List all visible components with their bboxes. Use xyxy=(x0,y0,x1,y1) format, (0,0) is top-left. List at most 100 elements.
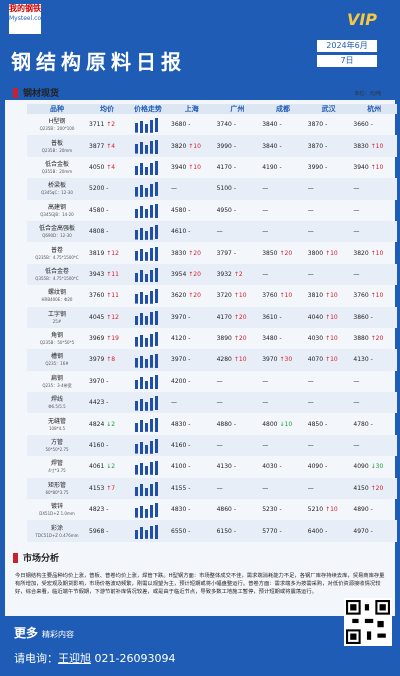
price-cell: 3943 ↑11 xyxy=(87,263,127,286)
price: 3970 xyxy=(171,356,187,364)
price-cell: — xyxy=(306,371,352,392)
price-cell: — xyxy=(351,371,397,392)
price-cell: 4830- xyxy=(169,413,215,434)
price: — xyxy=(353,270,360,278)
price: — xyxy=(262,206,269,214)
change: - xyxy=(279,506,282,514)
product-cell: 低合金板 Q355B：20mm xyxy=(27,157,87,178)
price-cell: 3840- xyxy=(260,114,306,135)
price-cell: 3940 ↑10 xyxy=(169,157,215,178)
price-cell: — xyxy=(351,263,397,286)
product-name: 镀锌 xyxy=(50,503,63,511)
change: ↑10 xyxy=(325,249,338,257)
price: 4890 xyxy=(353,506,369,514)
product-cell: 高建钢 Q345GJB：14-20 xyxy=(27,200,87,221)
change: ↑20 xyxy=(279,249,293,257)
change: - xyxy=(325,463,328,471)
trend-sparkline xyxy=(131,116,165,133)
price: 6150 xyxy=(216,527,232,535)
price: 3660 xyxy=(353,121,369,129)
price: 4610 xyxy=(171,228,187,236)
price: 3979 xyxy=(89,356,105,364)
trend-cell xyxy=(127,434,169,457)
price-cell: — xyxy=(351,434,397,457)
change: - xyxy=(325,527,328,535)
price-cell: 3720 ↑10 xyxy=(215,285,261,306)
product-cell: 低合金卷 Q355B：4.75*1500*C xyxy=(27,263,87,286)
trend-sparkline xyxy=(131,309,165,326)
price-cell: 5100- xyxy=(214,178,261,200)
change: ↑10 xyxy=(325,356,338,364)
price: — xyxy=(262,270,269,278)
price: 4580 xyxy=(89,206,105,214)
price: 4050 xyxy=(89,163,105,171)
product-spec: Q235B：200*100 xyxy=(39,126,75,132)
trend-sparkline xyxy=(131,458,165,475)
price: — xyxy=(216,484,223,492)
change: ↑10 xyxy=(188,142,201,150)
change: - xyxy=(188,313,191,321)
analysis-text: 今日钢结构主要品种均价上涨，普板、普卷均价上涨，焊管下跌。H型钢方面：市场整体成… xyxy=(15,573,385,595)
price: 3610 xyxy=(262,313,278,321)
price: 5100 xyxy=(216,185,232,193)
price-cell: 4150 ↑20 xyxy=(351,477,397,500)
price-cell: 3820 ↑10 xyxy=(351,242,397,263)
product-cell: 矩形管 60*80*3.75 xyxy=(27,477,87,500)
price-cell: 4200- xyxy=(169,371,215,392)
price: 3760 xyxy=(262,292,278,300)
product-name: 焊线 xyxy=(50,396,63,404)
price: 3990 xyxy=(216,142,232,150)
logo: 我的钢铁 Mysteel.com xyxy=(9,4,47,34)
change: - xyxy=(279,463,282,471)
change: - xyxy=(370,506,373,514)
price-cell: 4280 ↑10 xyxy=(214,349,261,371)
price-cell: 3940 ↑10 xyxy=(351,157,397,178)
change: - xyxy=(106,377,109,385)
price: 4170 xyxy=(216,163,232,171)
table-row: 高建钢 Q345GJB：14-20 4580-4580-4950- — — — xyxy=(27,200,397,221)
product-cell: 无缝管 108*4.5 xyxy=(27,413,87,434)
price-cell: — xyxy=(215,371,261,392)
change: ↑30 xyxy=(279,356,293,364)
price: 4090 xyxy=(307,463,324,471)
section-title: 市场分析 xyxy=(13,551,59,565)
column-header: 武汉 xyxy=(305,104,352,114)
change: - xyxy=(106,206,109,214)
price: 3740 xyxy=(216,121,232,129)
trend-sparkline xyxy=(131,223,165,240)
change: ↑10 xyxy=(325,335,338,343)
price-cell: 3969 ↑19 xyxy=(87,328,127,349)
price: 4120 xyxy=(171,335,187,343)
price-cell: 4580- xyxy=(169,200,215,221)
change: - xyxy=(188,484,191,492)
product-name: 低合金卷 xyxy=(44,267,69,275)
change: ↑8 xyxy=(106,356,116,364)
price-cell: 4880- xyxy=(215,413,261,434)
price: 3830 xyxy=(171,249,187,257)
table-row: 低合金高强板 Q690D：12-30 4808-4610- — — — — xyxy=(27,220,397,243)
change: ↑10 xyxy=(188,163,201,171)
price: 3810 xyxy=(307,292,324,300)
change: ↓30 xyxy=(370,463,384,471)
trend-sparkline xyxy=(131,180,165,197)
more-title: 更多 xyxy=(14,626,39,640)
product-spec: Φ6.5/5.5 xyxy=(48,404,66,410)
change: ↑4 xyxy=(106,142,116,150)
trend-sparkline xyxy=(131,523,165,540)
price: 6400 xyxy=(307,527,324,535)
table-row: H型钢 Q235B：200*100 3711 ↑2 3680-3740-3840-387… xyxy=(27,114,397,135)
trend-sparkline xyxy=(131,287,165,304)
price: 3620 xyxy=(171,292,187,300)
change: - xyxy=(325,121,328,129)
price: 3970 xyxy=(262,356,278,364)
change: - xyxy=(233,185,237,193)
change: - xyxy=(370,121,373,129)
trend-cell xyxy=(127,263,169,286)
price: 3840 xyxy=(262,142,278,150)
change: ↑10 xyxy=(233,292,247,300)
product-spec: 25# xyxy=(52,318,62,324)
price: 4070 xyxy=(307,356,324,364)
price-cell: — xyxy=(260,263,306,286)
product-spec: Q235B：20mm xyxy=(41,147,73,153)
price-cell: 3800 ↑10 xyxy=(306,242,352,263)
